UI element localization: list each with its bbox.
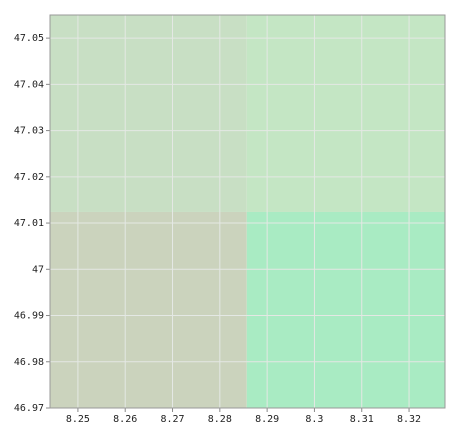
x-tick-label: 8.26 (113, 414, 137, 425)
x-tick-label: 8.32 (397, 414, 421, 425)
y-tick-label: 46.98 (14, 357, 44, 368)
raster-cell (50, 15, 247, 212)
y-tick-label: 47.03 (14, 126, 44, 137)
y-tick-label: 47.05 (14, 33, 44, 44)
x-tick-label: 8.25 (66, 414, 90, 425)
y-tick-label: 47.01 (14, 218, 44, 229)
y-tick-label: 46.97 (14, 403, 44, 414)
plot-frame (49, 14, 446, 409)
x-tick-label: 8.29 (255, 414, 279, 425)
y-tick-label: 46.99 (14, 311, 44, 322)
x-tick-label: 8.27 (160, 414, 184, 425)
raster-cell (246, 15, 445, 212)
raster-cell (246, 211, 445, 408)
y-tick-label: 47 (32, 264, 44, 275)
x-tick-label: 8.28 (208, 414, 232, 425)
raster-cell (50, 211, 247, 408)
x-tick-label: 8.3 (305, 414, 323, 425)
y-tick-label: 47.04 (14, 79, 44, 90)
y-tick-label: 47.02 (14, 172, 44, 183)
x-tick-label: 8.31 (350, 414, 374, 425)
